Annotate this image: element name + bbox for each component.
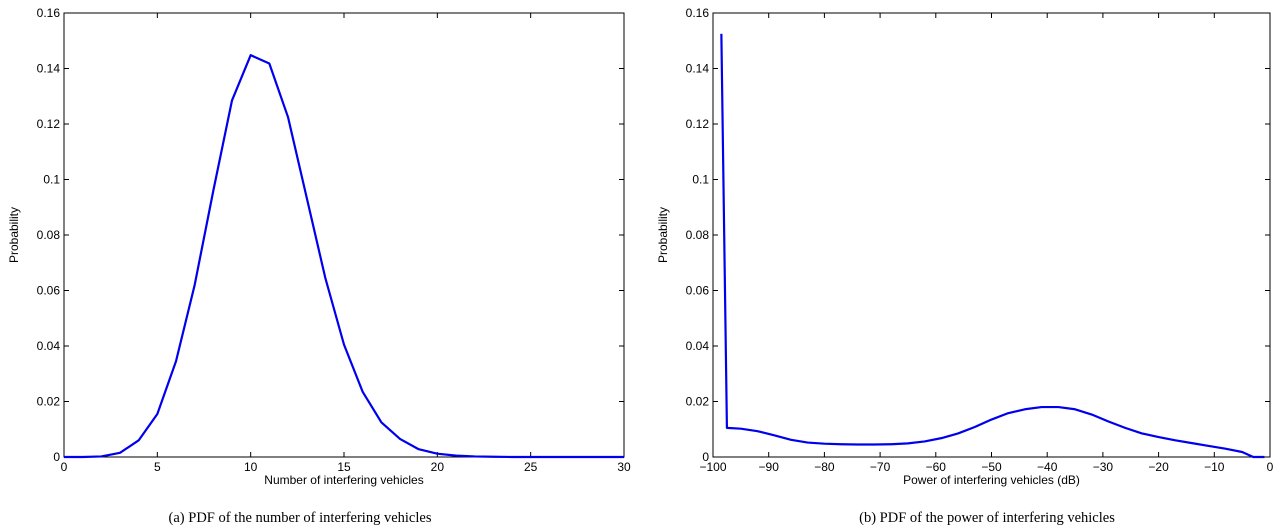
x-tick-label: −70: [870, 460, 891, 474]
x-tick-label: 30: [617, 460, 631, 474]
y-tick-label: 0.12: [686, 117, 710, 131]
y-tick-label: 0.1: [43, 173, 60, 187]
x-tick-label: −30: [1093, 460, 1114, 474]
x-tick-label: −20: [1148, 460, 1169, 474]
x-tick-label: 15: [337, 460, 351, 474]
x-tick-label: −50: [981, 460, 1002, 474]
y-tick-label: 0.04: [686, 339, 710, 353]
y-tick-label: 0.14: [686, 62, 710, 76]
x-tick-label: −60: [926, 460, 947, 474]
y-tick-label: 0: [702, 450, 709, 464]
figure-caption: (b) PDF of the power of interfering vehi…: [859, 510, 1115, 526]
x-tick-label: 5: [154, 460, 161, 474]
series-line: [720, 33, 1265, 459]
x-tick-label: −90: [759, 460, 780, 474]
x-tick-label: −100: [699, 460, 726, 474]
y-tick-label: 0.06: [686, 284, 710, 298]
plot-area: [63, 12, 625, 458]
chart-number-of-interfering-vehicles: 0 5 10 15 20 25 30 0 0.02 0.04 0.06 0.08 0.1 0.12 0.14…: [7, 6, 631, 526]
x-tick-label: 10: [244, 460, 258, 474]
y-tick-label: 0.1: [692, 173, 709, 187]
y-tick-label: 0.14: [37, 62, 61, 76]
y-tick-label: 0.06: [37, 284, 61, 298]
series-line: [64, 54, 624, 459]
x-axis-label: Number of interfering vehicles: [264, 473, 423, 487]
x-tick-label: −80: [814, 460, 835, 474]
y-tick-label: 0.04: [37, 339, 61, 353]
y-tick-label: 0: [53, 450, 60, 464]
y-tick-label: 0.12: [37, 117, 61, 131]
x-axis-label: Power of interfering vehicles (dB): [903, 473, 1080, 487]
figure-caption: (a) PDF of the number of interfering veh…: [169, 510, 432, 526]
x-tick-label: −10: [1204, 460, 1225, 474]
plot-area: [712, 12, 1271, 458]
y-tick-label: 0.08: [37, 228, 61, 242]
y-axis-label: Probability: [7, 207, 21, 263]
y-axis-label: Probability: [656, 207, 670, 263]
x-tick-label: 20: [431, 460, 445, 474]
y-tick-label: 0.08: [686, 228, 710, 242]
y-tick-label: 0.02: [686, 395, 710, 409]
chart-power-of-interfering-vehicles: −100 −90 −80 −70 −60 −50 −40 −30 −20 −10 000.020.0…: [656, 6, 1274, 526]
y-tick-label: 0.16: [686, 6, 710, 20]
y-tick-label: 0.16: [37, 6, 61, 20]
x-tick-label: −40: [1037, 460, 1058, 474]
x-tick-label: 0: [61, 460, 68, 474]
y-tick-label: 0.02: [37, 395, 61, 409]
x-tick-label: 25: [524, 460, 538, 474]
x-tick-label: 0: [1267, 460, 1274, 474]
